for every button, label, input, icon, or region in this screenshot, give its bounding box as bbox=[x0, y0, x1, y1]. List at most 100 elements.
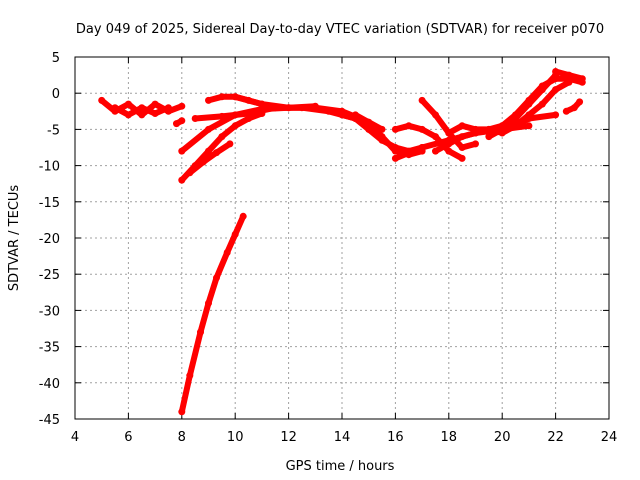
data-point bbox=[472, 125, 479, 133]
y-tick-label: -35 bbox=[39, 341, 60, 356]
data-point bbox=[178, 408, 186, 416]
data-point bbox=[458, 133, 466, 141]
x-tick-label: 14 bbox=[334, 430, 351, 445]
data-point bbox=[151, 100, 159, 108]
x-tick-label: 16 bbox=[387, 430, 404, 445]
data-point bbox=[258, 110, 266, 117]
data-point bbox=[576, 98, 584, 106]
data-point bbox=[432, 147, 439, 155]
y-tick-label: -45 bbox=[39, 413, 60, 428]
y-tick-label: -10 bbox=[39, 160, 60, 175]
data-point bbox=[164, 104, 172, 112]
data-point bbox=[538, 82, 546, 90]
y-tick-label: -30 bbox=[39, 304, 60, 319]
data-point bbox=[231, 122, 239, 130]
data-point bbox=[432, 111, 439, 119]
data-point bbox=[178, 102, 186, 110]
series-arc-t bbox=[562, 98, 584, 115]
data-point bbox=[525, 122, 533, 130]
data-point bbox=[338, 111, 346, 119]
data-point bbox=[458, 122, 466, 130]
data-point bbox=[111, 104, 119, 112]
data-point bbox=[138, 104, 146, 112]
y-axis-ticks: 5 0 -5 -10 -15 -20 -25 -30 -35 -40 -45 bbox=[39, 51, 609, 428]
data-point bbox=[258, 100, 266, 108]
data-point bbox=[205, 125, 212, 133]
x-tick-label: 6 bbox=[124, 430, 132, 445]
series-arc-k bbox=[391, 122, 466, 162]
x-tick-label: 4 bbox=[71, 430, 79, 445]
data-point bbox=[186, 372, 194, 380]
series-line bbox=[178, 103, 319, 155]
data-point bbox=[205, 147, 212, 155]
data-point bbox=[173, 120, 180, 128]
data-point bbox=[391, 125, 399, 133]
series-line bbox=[178, 213, 247, 415]
data-point bbox=[239, 212, 247, 220]
data-point bbox=[525, 96, 533, 104]
data-point bbox=[205, 299, 212, 307]
data-point bbox=[197, 328, 204, 336]
data-point bbox=[485, 125, 493, 133]
series-arc-b bbox=[111, 104, 172, 119]
data-point bbox=[205, 96, 212, 104]
data-point bbox=[231, 111, 239, 119]
data-point bbox=[538, 100, 546, 108]
data-point bbox=[178, 147, 186, 155]
y-tick-label: 5 bbox=[52, 51, 60, 66]
y-tick-label: 0 bbox=[52, 87, 60, 102]
x-tick-label: 10 bbox=[227, 430, 244, 445]
data-point bbox=[552, 75, 560, 83]
chart-title: Day 049 of 2025, Sidereal Day-to-day VTE… bbox=[76, 22, 604, 37]
data-point bbox=[418, 96, 426, 104]
y-tick-label: -20 bbox=[39, 232, 60, 247]
data-point bbox=[186, 169, 194, 177]
series-arc-f bbox=[178, 102, 319, 155]
data-point bbox=[285, 104, 293, 112]
series-arc-r bbox=[512, 78, 573, 130]
series-arc-s bbox=[552, 68, 586, 83]
data-point bbox=[178, 117, 186, 125]
data-point bbox=[311, 102, 319, 110]
data-point bbox=[562, 107, 570, 115]
data-point bbox=[485, 133, 493, 141]
x-tick-label: 18 bbox=[441, 430, 458, 445]
series-arc-h bbox=[186, 140, 234, 177]
data-point bbox=[445, 129, 453, 137]
data-point bbox=[226, 140, 234, 148]
data-point bbox=[552, 86, 560, 94]
y-axis-label: SDTVAR / TECUs bbox=[7, 185, 22, 292]
data-point bbox=[178, 176, 186, 184]
data-point bbox=[151, 110, 159, 117]
data-point bbox=[445, 147, 453, 155]
y-tick-label: -5 bbox=[47, 123, 60, 138]
data-point bbox=[578, 75, 586, 83]
series-arc-steep bbox=[178, 212, 247, 416]
x-tick-label: 12 bbox=[280, 430, 297, 445]
data-point bbox=[245, 115, 253, 122]
series-line bbox=[186, 140, 233, 176]
data-point bbox=[378, 133, 386, 141]
data-point bbox=[191, 115, 199, 122]
data-point bbox=[458, 154, 466, 162]
x-tick-label: 24 bbox=[601, 430, 618, 445]
data-point bbox=[231, 93, 239, 101]
y-tick-label: -15 bbox=[39, 196, 60, 211]
data-point bbox=[138, 111, 146, 119]
x-axis-label: GPS time / hours bbox=[286, 459, 395, 474]
data-point bbox=[213, 274, 220, 282]
data-point bbox=[223, 249, 231, 256]
x-tick-label: 20 bbox=[494, 430, 511, 445]
data-series bbox=[98, 68, 586, 416]
data-point bbox=[472, 140, 479, 148]
series-arc-q bbox=[498, 75, 586, 130]
data-point bbox=[213, 149, 220, 157]
data-point bbox=[418, 144, 426, 151]
data-point bbox=[525, 111, 533, 119]
data-point bbox=[432, 133, 439, 141]
data-point bbox=[231, 230, 239, 238]
data-point bbox=[391, 154, 399, 162]
data-point bbox=[124, 100, 132, 108]
data-point bbox=[218, 133, 226, 141]
